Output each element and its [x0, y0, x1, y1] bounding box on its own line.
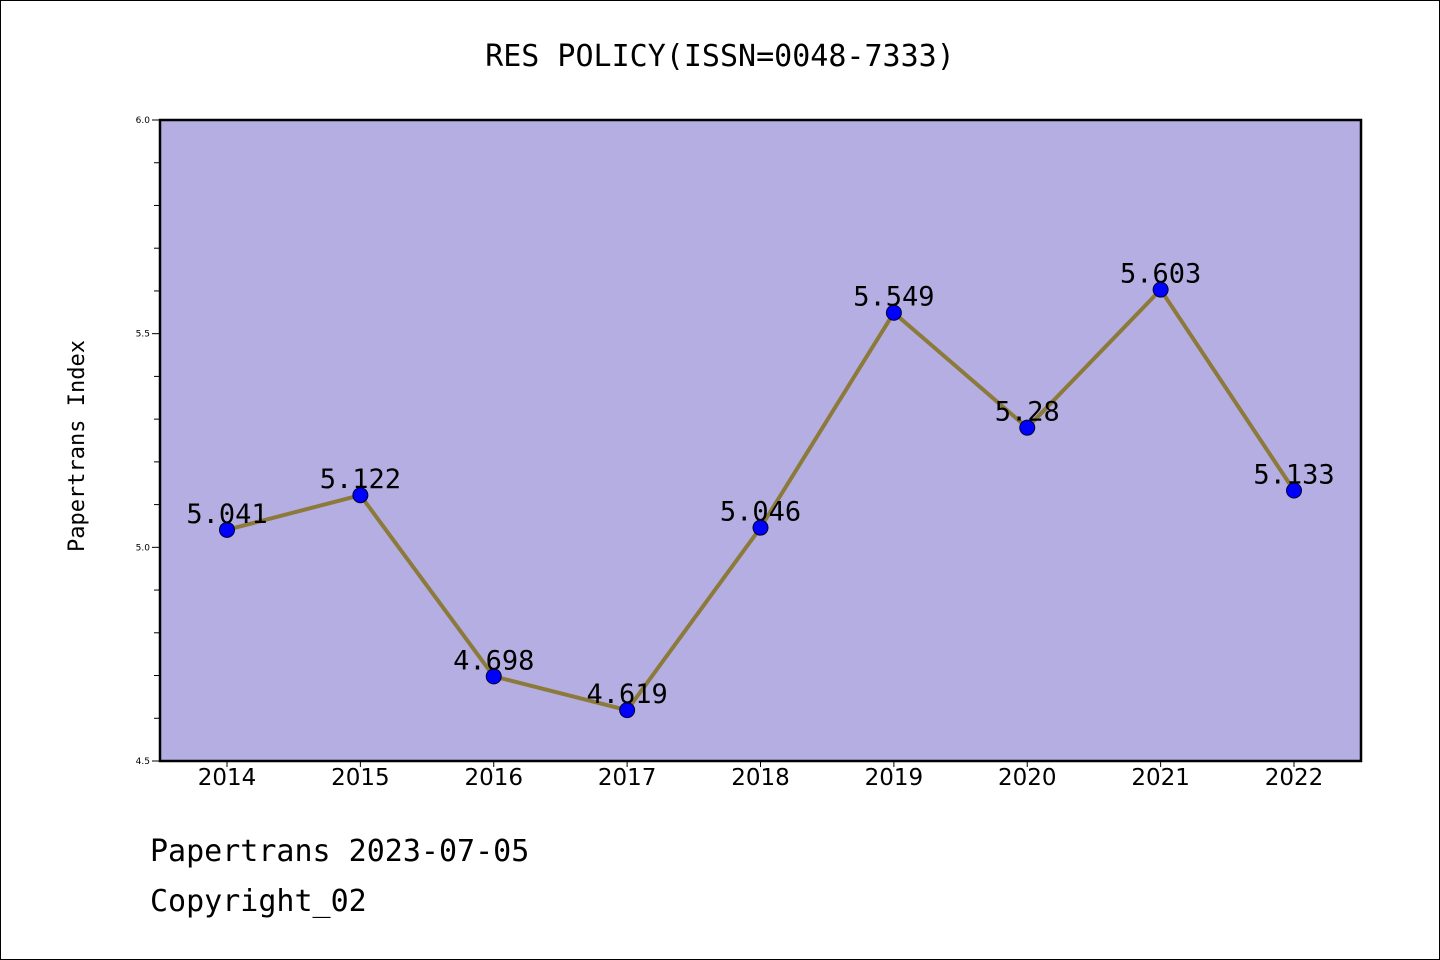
- data-labels: 5.041 5.122 4.698 4.619 5.046 5.549 5.28 5.603 5…: [186, 259, 1334, 710]
- data-label-2019: 5.549: [853, 282, 934, 313]
- data-label-2014: 5.041: [186, 499, 267, 530]
- plot-area: [160, 120, 1361, 761]
- data-label-2016: 4.698: [453, 645, 534, 676]
- x-tick-label: 2018: [731, 765, 790, 791]
- data-point-2017: [619, 702, 636, 719]
- x-tick-label: 2014: [198, 765, 257, 791]
- x-tick-label: 2019: [865, 765, 924, 791]
- data-label-2022: 5.133: [1253, 459, 1334, 490]
- data-point-2019: [885, 304, 902, 321]
- plot-border: [158, 118, 1363, 763]
- x-axis-ticks: 2014 2015 2016 2017 2018 2019 2020 2021 2022: [198, 761, 1324, 791]
- x-tick-label: 2022: [1265, 765, 1324, 791]
- x-tick-label: 2021: [1131, 765, 1190, 791]
- y-tick-label: 5.5: [136, 330, 150, 340]
- x-tick-label: 2017: [598, 765, 657, 791]
- y-tick-label: 4.5: [136, 757, 150, 767]
- data-label-2018: 5.046: [720, 497, 801, 528]
- x-tick-label: 2016: [464, 765, 523, 791]
- series-markers: [219, 281, 1302, 719]
- x-tick-label: 2020: [998, 765, 1057, 791]
- chart-title: RES POLICY(ISSN=0048-7333): [485, 39, 955, 74]
- data-label-2015: 5.122: [320, 464, 401, 495]
- footer-copyright: Copyright_02: [150, 884, 367, 919]
- data-point-2021: [1152, 281, 1169, 298]
- footer-date: Papertrans 2023-07-05: [150, 834, 530, 869]
- y-axis-label: Papertrans Index: [65, 340, 90, 552]
- data-point-2016: [485, 668, 502, 685]
- data-label-2021: 5.603: [1120, 259, 1201, 290]
- y-tick-label: 5.0: [136, 543, 151, 553]
- data-point-2022: [1286, 482, 1302, 499]
- x-tick-label: 2015: [331, 765, 390, 791]
- data-point-2015: [352, 487, 369, 504]
- y-axis-ticks: 4.5 5.0 5.5 6.0: [136, 116, 160, 767]
- y-tick-label: 6.0: [136, 116, 151, 126]
- data-point-2018: [752, 519, 769, 536]
- data-label-2020: 5.28: [995, 397, 1060, 428]
- data-point-2014: [219, 521, 235, 538]
- data-label-2017: 4.619: [586, 679, 667, 710]
- data-point-2020: [1019, 419, 1036, 436]
